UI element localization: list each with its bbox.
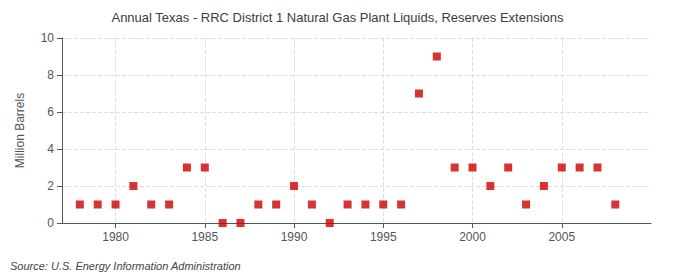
svg-text:0: 0: [47, 216, 54, 230]
svg-text:2005: 2005: [548, 230, 575, 244]
svg-text:1995: 1995: [370, 230, 397, 244]
svg-text:6: 6: [47, 105, 54, 119]
svg-text:1990: 1990: [281, 230, 308, 244]
svg-text:2: 2: [47, 179, 54, 193]
svg-text:Source: U.S. Energy Informatio: Source: U.S. Energy Information Administ…: [10, 260, 241, 272]
svg-text:Annual Texas - RRC District 1: Annual Texas - RRC District 1 Natural Ga…: [111, 10, 564, 25]
svg-text:10: 10: [41, 31, 55, 45]
svg-text:Million Barrels: Million Barrels: [13, 93, 27, 168]
svg-text:1985: 1985: [191, 230, 218, 244]
svg-text:2000: 2000: [459, 230, 486, 244]
svg-text:4: 4: [47, 142, 54, 156]
svg-text:8: 8: [47, 68, 54, 82]
svg-text:1980: 1980: [102, 230, 129, 244]
